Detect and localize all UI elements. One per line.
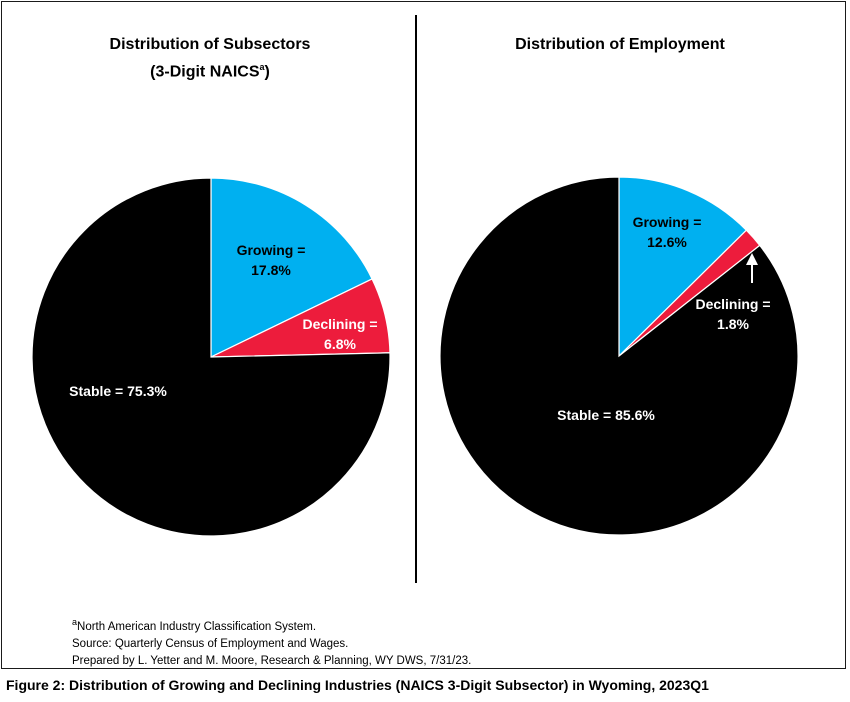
pie-slice-stable xyxy=(31,177,391,537)
chart-subtitle-subsectors: (3-Digit NAICSa) xyxy=(150,62,270,81)
panel-divider xyxy=(415,15,417,583)
figure-frame xyxy=(1,1,846,669)
source-note: Source: Quarterly Census of Employment a… xyxy=(72,637,349,650)
chart-title-subsectors: Distribution of Subsectors xyxy=(109,36,311,53)
data-label-stable: Stable = 85.6% xyxy=(557,407,655,423)
data-label-growing: Growing = 12.6% xyxy=(633,214,702,250)
chart-title-employment: Distribution of Employment xyxy=(515,36,725,53)
prepared-by-note: Prepared by L. Yetter and M. Moore, Rese… xyxy=(72,654,472,667)
data-label-declining: Declining = 6.8% xyxy=(302,316,377,352)
data-label-growing: Growing = 17.8% xyxy=(237,242,306,278)
pie-slice-growing xyxy=(618,176,748,358)
declining-pointer-arrow xyxy=(746,253,758,283)
figure-caption: Figure 2: Distribution of Growing and De… xyxy=(6,677,709,693)
data-label-declining: Declining = 1.8% xyxy=(695,296,770,332)
pie-slice-stable xyxy=(439,176,799,536)
pie-slice-growing xyxy=(210,177,373,358)
footnotes: aNorth American Industry Classification … xyxy=(72,614,471,670)
footnote-naics: aNorth American Industry Classification … xyxy=(72,617,317,633)
data-label-stable: Stable = 75.3% xyxy=(69,383,167,399)
